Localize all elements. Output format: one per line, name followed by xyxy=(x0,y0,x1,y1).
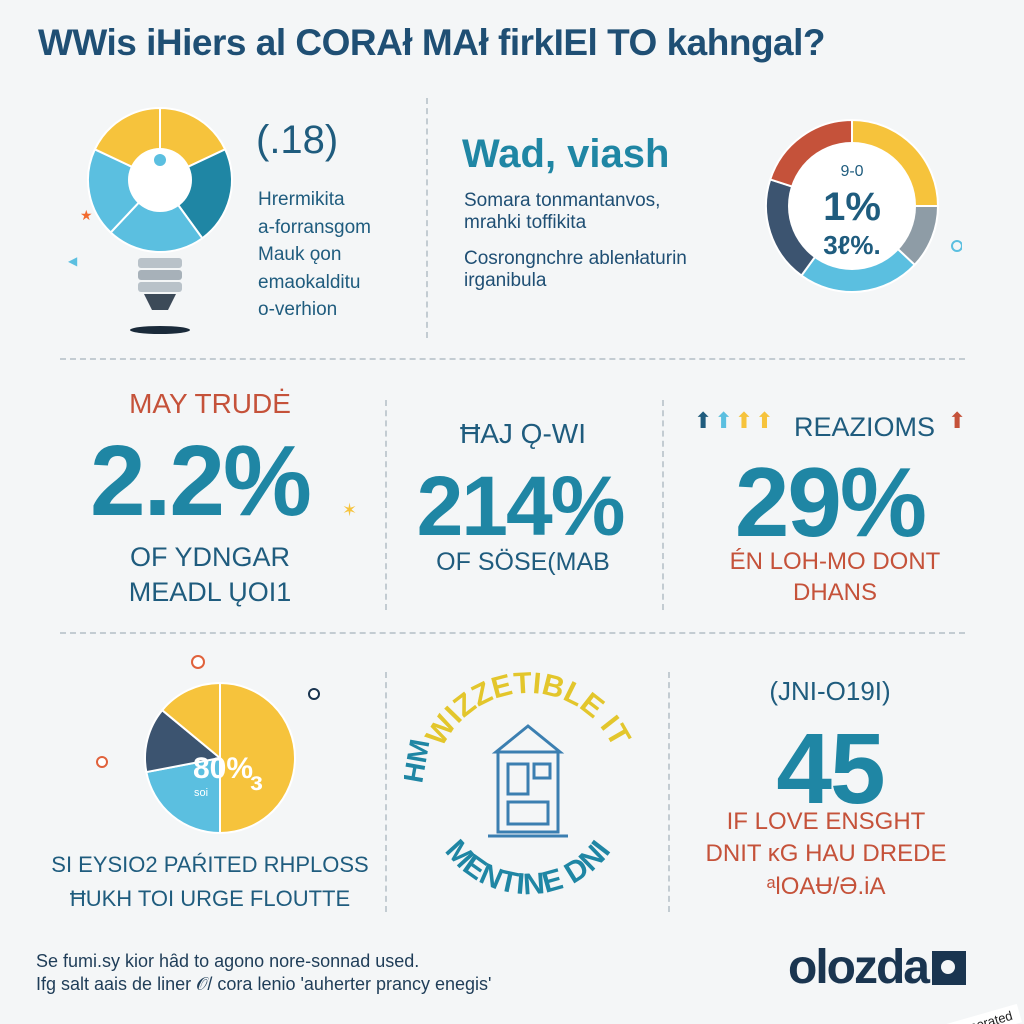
bulb-base xyxy=(138,270,182,280)
para-line: Cosrongnchre ablenłaturin xyxy=(464,248,687,269)
building-icon xyxy=(488,724,568,838)
bulb-center xyxy=(128,148,192,212)
stat-2-sub: OF SÖSE(MAB xyxy=(436,548,610,576)
divider xyxy=(385,400,387,610)
badge-emblem: WIZZETIBLE IT MENTINE DNI HM xyxy=(404,672,637,902)
section-2-heading: Wad, viash xyxy=(462,132,670,176)
page-title: WWis iHiers al CORAł MAł firkIEl TO kahn… xyxy=(38,22,826,63)
stat-3-label: REAZIOMS xyxy=(794,412,936,442)
pie-slice xyxy=(144,708,223,774)
divider xyxy=(60,358,965,360)
divider xyxy=(426,98,428,338)
divider xyxy=(668,672,670,912)
stat-3-big: 29% xyxy=(734,447,927,557)
pie-small-label: soi xyxy=(194,787,208,799)
donut-value: 1% xyxy=(823,185,881,229)
stat-1-value: (.18) xyxy=(256,118,339,162)
lightbulb-chart: ★ ◀ xyxy=(68,106,233,334)
sub-line: DHANS xyxy=(792,579,877,607)
stat-1-big: 2.2% xyxy=(90,425,312,537)
para-line: irganibula xyxy=(464,269,547,291)
divider xyxy=(662,400,664,610)
pie-slice xyxy=(160,681,221,761)
stat-1-label: MAY TRUDĖ xyxy=(129,388,291,419)
pie-value: 80% xyxy=(193,752,253,785)
badge-top-text: WIZZETIBLE IT xyxy=(420,672,637,752)
para-line: Somara tonmantanvos, xyxy=(464,190,661,211)
bulb-tip xyxy=(144,294,176,310)
donut-top-label: 9-0 xyxy=(840,163,863,180)
bulb-shadow xyxy=(130,326,190,334)
sub-line: DNIT ĸG HAU DREDE xyxy=(705,840,947,868)
footer-line: Se fumi.sy kior hȃd to agono nore-sonnad… xyxy=(36,951,420,971)
divider xyxy=(60,632,965,634)
star-icon: ✶ xyxy=(342,500,358,520)
stat-2-big: 214% xyxy=(416,459,626,553)
arrow-up-icon: ⬆ xyxy=(948,408,967,433)
brand-logo: olozda xyxy=(788,940,966,995)
logo-text: olozda xyxy=(788,941,930,994)
bulb-base xyxy=(138,258,182,268)
arrow-icon: ◀ xyxy=(68,254,78,268)
para-line: mrahki toffikita xyxy=(464,211,587,233)
stat-4-big: 45 xyxy=(776,713,885,825)
caption-line: ĦUKH TOI URGE FLOUTTE xyxy=(69,886,351,912)
desc-line: Hrermikita xyxy=(258,189,345,210)
dot-icon xyxy=(191,655,205,669)
stat-4-label: (JNI-O19I) xyxy=(769,676,891,706)
sparkle-icon xyxy=(154,154,166,166)
pie-caption: SI EYSIO2 PAŔITED RHPLOSS ĦUKH TOI URGE … xyxy=(40,848,380,916)
sub-line: IF LOVE ENSGHT xyxy=(726,808,926,835)
bulb-base xyxy=(138,282,182,292)
donut-chart: 9-0 1% 3ℓ%. xyxy=(765,118,962,293)
caption-line: SI EYSIO2 PAŔITED RHPLOSS xyxy=(51,852,369,877)
donut-hole xyxy=(788,142,916,270)
star-icon: ★ xyxy=(80,207,93,223)
donut-sub-value: 3ℓ%. xyxy=(823,230,881,260)
dot-icon xyxy=(308,688,320,700)
stat-1-sub: OF YDNGAR MEADL ŲOI1 xyxy=(60,540,360,610)
pie-chart: 80% ɜ soi xyxy=(96,655,320,835)
dot-icon xyxy=(951,240,962,252)
pie-slice xyxy=(87,148,162,234)
desc-line: a-forransgom xyxy=(258,216,371,238)
desc-line: emaokalditu xyxy=(258,271,361,293)
footer-line: Ifg salt aais de liner 𝒪/ cora lenio 'au… xyxy=(36,974,492,995)
footer-text: Se fumi.sy kior hȃd to agono nore-sonnad… xyxy=(36,950,491,997)
logo-mark xyxy=(932,951,966,985)
sub-line: ÉN LOH-MO DONT xyxy=(729,548,941,575)
pie-slice xyxy=(109,178,204,253)
ai-generated-badge: AI generated xyxy=(929,1003,1022,1024)
divider xyxy=(385,672,387,912)
badge-bottom-text: MENTINE DNI xyxy=(439,834,617,902)
stat-1-description: Hrermikita a-forransgom Mauk ǫon emaokal… xyxy=(258,186,371,324)
section-2-paragraph: Somara tonmantanvos, mrahki toffikita xyxy=(464,190,660,234)
stat-3-sub: ÉN LOH-MO DONT DHANS xyxy=(690,546,980,608)
sub-line: MEADL ŲOI1 xyxy=(128,577,292,608)
pie-slice xyxy=(219,681,296,835)
pie-suffix: ɜ xyxy=(250,766,263,796)
arrows-icon: ⬆⬆⬆⬆ xyxy=(694,408,776,433)
stat-4-sub: IF LOVE ENSGHT DNIT ĸG HAU DREDE ᵃlOAɄ/Ə… xyxy=(676,806,976,903)
dot-icon xyxy=(96,756,108,768)
sub-line: ᵃlOAɄ/Ə.iA xyxy=(766,872,886,900)
desc-line: Mauk ǫon xyxy=(258,244,342,266)
desc-line: o-verhion xyxy=(258,299,338,321)
pie-slice xyxy=(145,756,221,835)
sub-line: OF YDNGAR xyxy=(129,542,291,572)
section-2-paragraph: Cosrongnchre ablenłaturin irganibula xyxy=(464,248,687,292)
stat-2-label: ĦAJ Ǫ-WI xyxy=(460,418,586,449)
badge-left-text: HM xyxy=(404,737,435,785)
